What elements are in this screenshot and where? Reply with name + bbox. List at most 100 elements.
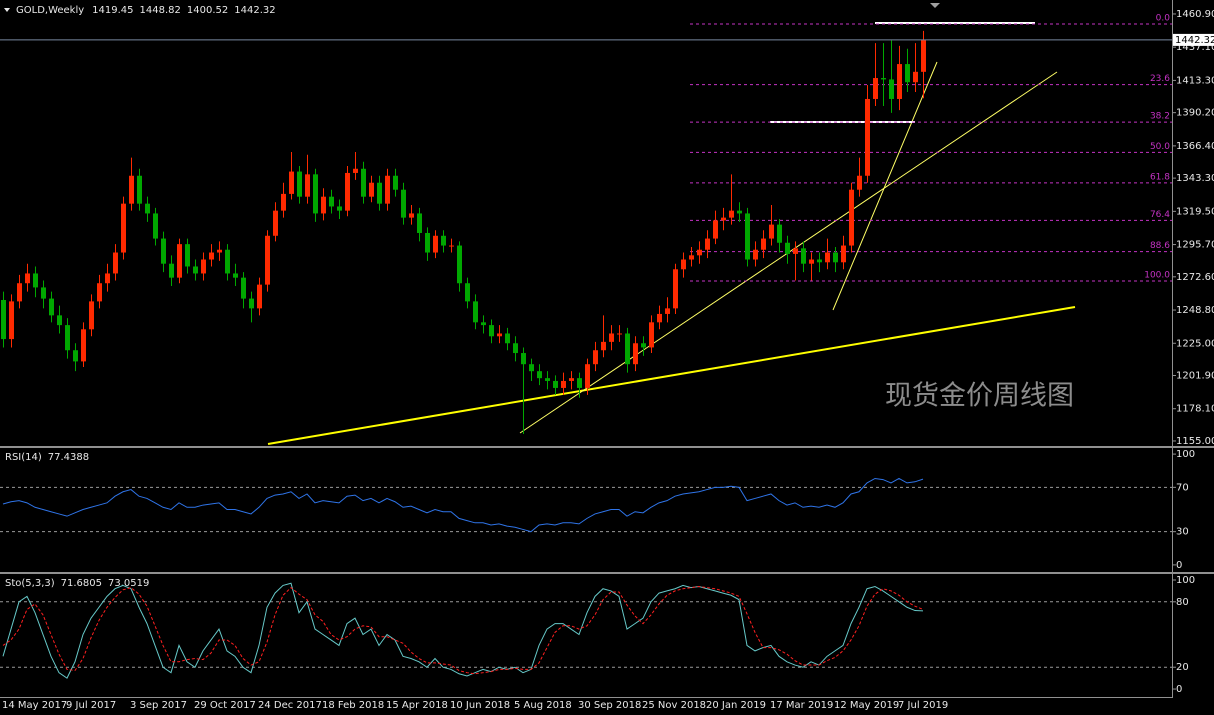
candle-body: [153, 213, 158, 239]
candle-body: [289, 171, 294, 194]
candle-body: [353, 168, 358, 173]
shift-marker: [930, 3, 940, 8]
candle-body: [49, 298, 54, 316]
y-tick-label: 1460.90: [1176, 9, 1214, 20]
candle-body: [473, 301, 478, 323]
x-tick-label: 17 Mar 2019: [770, 700, 833, 711]
candle-body: [409, 213, 414, 218]
candle-body: [705, 238, 710, 250]
fib-label: 38.2: [1150, 112, 1170, 122]
candle-body: [657, 313, 662, 323]
close-value: 1442.32: [234, 5, 275, 16]
y-tick-label: 1295.70: [1176, 240, 1214, 251]
candle-body: [25, 273, 30, 284]
candle-body: [337, 206, 342, 211]
candle-body: [881, 78, 886, 80]
y-tick-label: 80: [1176, 597, 1189, 608]
trend-line: [267, 306, 1076, 445]
candle-body: [833, 252, 838, 263]
candle-body: [161, 238, 166, 264]
y-tick-label: 1390.20: [1176, 108, 1214, 119]
candle-body: [17, 283, 22, 302]
low-value: 1400.52: [187, 5, 228, 16]
rsi-header: RSI(14) 77.4388: [5, 452, 89, 463]
candle-body: [577, 378, 582, 388]
main-header: GOLD,Weekly 1419.45 1448.82 1400.52 1442.32: [16, 5, 276, 16]
candle-body: [625, 333, 630, 365]
high-value: 1448.82: [140, 5, 181, 16]
fib-label: 0.0: [1156, 14, 1171, 24]
candle-body: [921, 39, 926, 72]
candle-body: [873, 78, 878, 99]
stoch-title: Sto(5,3,3): [5, 578, 55, 589]
candle-body: [537, 371, 542, 379]
candle-body: [9, 301, 14, 340]
candle-body: [505, 333, 510, 344]
stoch-signal-value: 73.0519: [108, 578, 149, 589]
candle-body: [713, 220, 718, 239]
candle-body: [641, 343, 646, 348]
candle-body: [233, 273, 238, 278]
rsi-value: 77.4388: [48, 452, 89, 463]
candle-body: [817, 259, 822, 263]
candle-body: [129, 175, 134, 204]
candle-body: [745, 213, 750, 260]
candle-body: [889, 79, 894, 99]
indicator-line: [2, 477, 924, 533]
fib-label: 76.4: [1150, 210, 1170, 220]
stoch-main-value: 71.6805: [61, 578, 102, 589]
open-value: 1419.45: [92, 5, 133, 16]
candle-body: [361, 168, 366, 197]
y-tick-label: 1201.90: [1176, 371, 1214, 382]
y-tick-label: 0: [1176, 560, 1182, 571]
candle-body: [217, 249, 222, 253]
candle-body: [169, 263, 174, 278]
current-price-box: [1173, 33, 1214, 46]
y-tick-label: 1413.30: [1176, 75, 1214, 86]
candle-body: [601, 341, 606, 351]
y-tick-label: 1272.60: [1176, 272, 1214, 283]
candle-body: [569, 378, 574, 381]
candle-body: [617, 333, 622, 335]
candle-body: [785, 242, 790, 254]
candle-body: [425, 232, 430, 253]
candle-body: [561, 380, 566, 388]
candle-body: [809, 259, 814, 264]
x-tick-label: 30 Sep 2018: [578, 700, 641, 711]
candle-body: [281, 193, 286, 211]
candle-body: [313, 174, 318, 214]
candle-body: [249, 298, 254, 309]
y-tick-label: 0: [1176, 684, 1182, 695]
candle-body: [257, 284, 262, 309]
current-price-label: 1442.32: [1175, 35, 1214, 46]
trend-line: [832, 61, 938, 311]
fib-label: 88.6: [1150, 241, 1170, 251]
candle-body: [665, 308, 670, 314]
fib-label: 100.0: [1144, 271, 1170, 281]
y-tick-label: 1437.10: [1176, 42, 1214, 53]
candle-body: [545, 378, 550, 381]
candle-body: [825, 252, 830, 263]
candle-body: [737, 210, 742, 214]
candle-body: [201, 259, 206, 274]
candle-body: [777, 224, 782, 243]
fib-label: 50.0: [1150, 142, 1170, 152]
candle-body: [401, 189, 406, 218]
x-tick-label: 29 Oct 2017: [194, 700, 256, 711]
x-tick-label: 10 Jun 2018: [450, 700, 510, 711]
candle-body: [441, 235, 446, 246]
candle-body: [649, 322, 654, 348]
candle-body: [329, 196, 334, 207]
x-tick-label: 14 May 2017: [2, 700, 67, 711]
symbol: GOLD,Weekly: [16, 5, 84, 16]
candle-body: [465, 283, 470, 302]
candle-body: [369, 182, 374, 197]
candle-body: [529, 364, 534, 372]
candle-body: [81, 329, 86, 362]
candle-body: [633, 343, 638, 365]
candle-body: [265, 235, 270, 285]
candle-body: [225, 249, 230, 274]
x-tick-label: 12 May 2019: [834, 700, 899, 711]
fib-label: 61.8: [1150, 172, 1170, 182]
candle-body: [209, 252, 214, 260]
